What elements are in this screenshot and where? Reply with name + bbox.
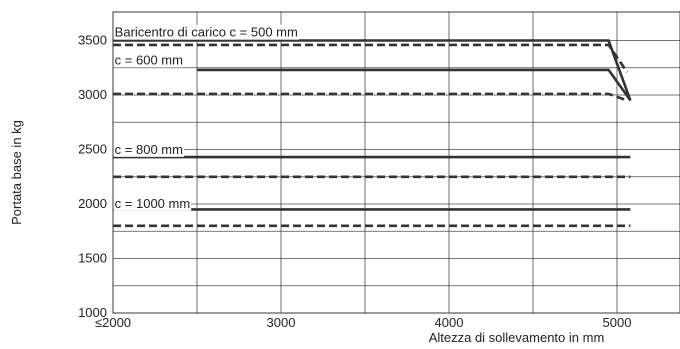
- y-tick-label: 2000: [78, 196, 107, 211]
- annotation-background: [113, 141, 184, 157]
- y-tick-label: 3500: [78, 33, 107, 48]
- x-tick-label: ≤2000: [95, 315, 131, 330]
- y-tick-label: 2500: [78, 142, 107, 157]
- x-tick-label: 3000: [267, 315, 296, 330]
- series-line-dashed: [113, 92, 628, 102]
- annotation-label: c = 1000 mm: [115, 196, 191, 211]
- x-axis-title: Altezza di sollevamento in mm: [429, 330, 605, 345]
- series-line-solid: [113, 39, 632, 101]
- grid-layer: [113, 12, 680, 313]
- series-line-solid: [197, 68, 632, 102]
- x-tick-label: 5000: [603, 315, 632, 330]
- series-layer: [113, 39, 632, 228]
- y-tick-label: 3000: [78, 87, 107, 102]
- x-tick-label: 4000: [435, 315, 464, 330]
- annotation-label: Baricentro di carico c = 500 mm: [115, 25, 298, 40]
- annotation-layer: Baricentro di carico c = 500 mm c = 600 m…: [113, 24, 299, 211]
- y-tick-label: 1500: [78, 251, 107, 266]
- y-tick-label: 1000: [78, 305, 107, 320]
- plot-frame: [112, 11, 680, 314]
- annotation-label: c = 800 mm: [115, 142, 183, 157]
- annotation-label: c = 600 mm: [115, 52, 183, 67]
- annotation-background: [113, 24, 299, 40]
- annotation-background: [113, 52, 184, 68]
- annotation-background: [113, 195, 192, 211]
- y-axis-title: Portata base in kg: [9, 120, 24, 225]
- series-line-dashed: [113, 43, 629, 73]
- ticks-layer: 1000 1500 2000 2500 3000 3500 ≤2000 3000 4000 500…: [78, 33, 631, 331]
